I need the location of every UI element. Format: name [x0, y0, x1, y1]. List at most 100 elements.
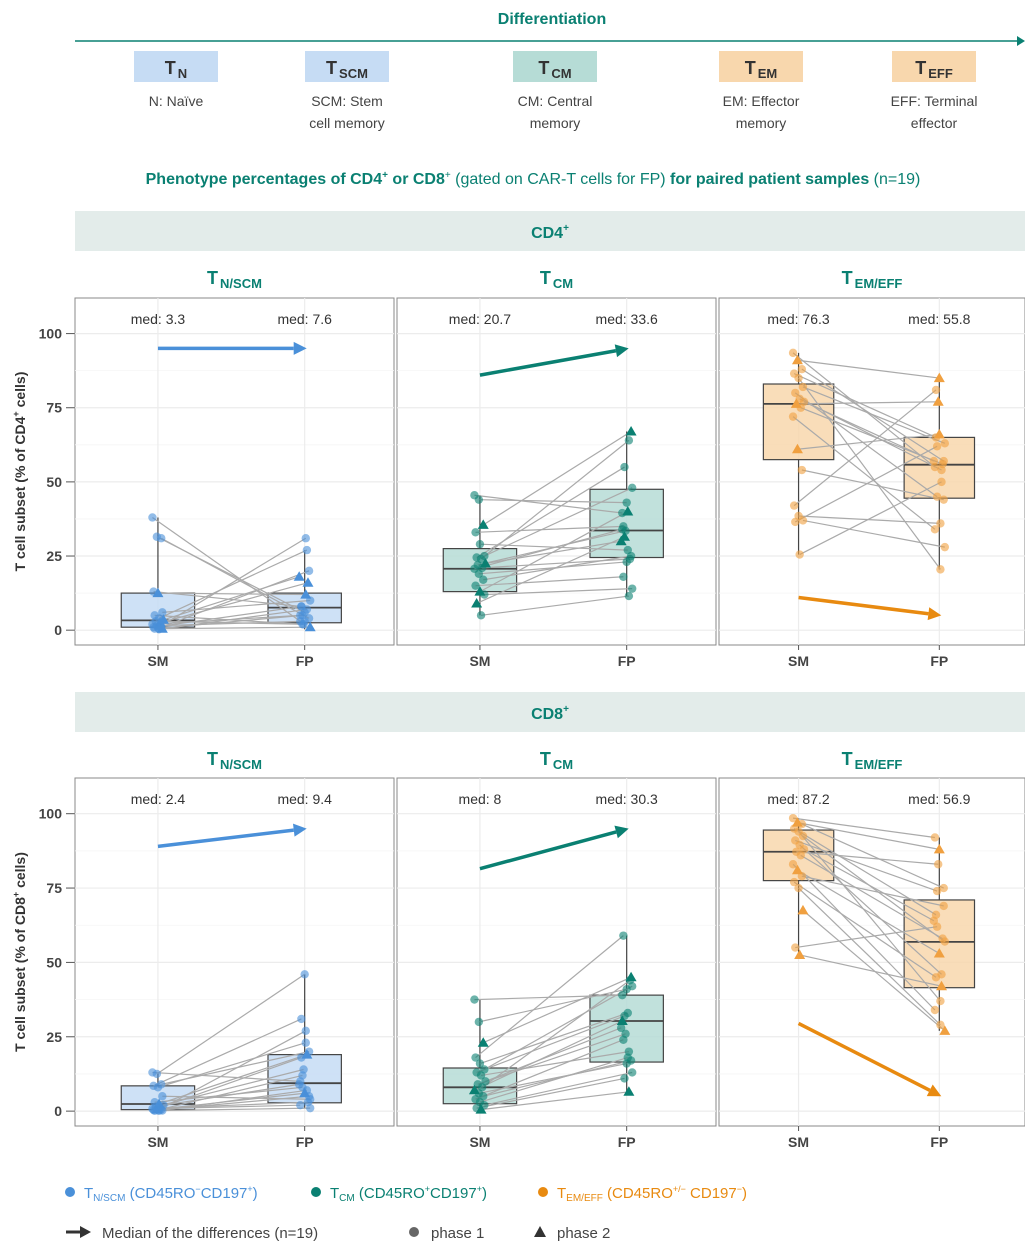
data-point-phase1 [624, 591, 634, 601]
data-point-phase1 [931, 385, 941, 395]
data-point-phase1 [788, 860, 798, 869]
median-difference-arrowhead [927, 607, 942, 621]
legend-phase2-icon [534, 1226, 546, 1237]
legend-marker-em-eff [538, 1187, 548, 1197]
paired-line [797, 433, 940, 450]
paired-line [475, 576, 624, 587]
data-point-phase1 [474, 1017, 484, 1027]
legend-phase1-icon [409, 1227, 419, 1237]
x-tick-label: SM [788, 1134, 809, 1150]
paired-line [162, 1107, 311, 1112]
panel-title-sub: CM [553, 757, 573, 772]
data-point-phase2 [471, 597, 483, 608]
data-point-phase1 [298, 611, 307, 620]
y-axis-label-part: T cell subset (% of CD4 [12, 416, 28, 571]
x-tick-label: FP [618, 1134, 636, 1150]
data-point-phase1 [797, 364, 807, 374]
legend-sub: EM/EFF [566, 1193, 603, 1204]
x-tick-label: SM [469, 653, 490, 669]
data-point-phase1 [936, 996, 945, 1006]
data-point-phase1 [939, 883, 948, 893]
data-point-phase2 [933, 843, 945, 854]
median-label: med: 3.3 [131, 311, 186, 327]
paired-line [801, 823, 944, 889]
paired-line [475, 935, 624, 1059]
stage-symbol-main: T [745, 58, 756, 78]
y-axis-label-part: cells) [12, 852, 28, 892]
data-point-phase1 [471, 581, 480, 590]
panel-title: T EM/EFF [842, 268, 903, 291]
x-tick-label: FP [930, 653, 948, 669]
paired-line [792, 817, 936, 839]
data-point-phase1 [619, 931, 628, 940]
paired-line [163, 1083, 300, 1106]
paired-line [484, 487, 633, 557]
y-axis-label-sup: + [11, 892, 21, 897]
panel-frame [74, 297, 395, 646]
paired-line [482, 976, 632, 1044]
data-point-phase2 [302, 577, 314, 587]
data-point-phase1 [797, 819, 807, 829]
data-point-phase1 [618, 990, 627, 1000]
legend-marker-n-scm [65, 1187, 75, 1197]
data-point-phase1 [798, 831, 808, 841]
stage-box-n [134, 51, 218, 82]
legend-symbol: T [84, 1185, 93, 1202]
paired-line [801, 875, 944, 907]
paired-line [479, 1012, 628, 1065]
subtitle-part-3: (gated on CAR-T cells for FP) [451, 171, 670, 188]
paired-line [478, 561, 627, 575]
panel-title-sub: N/SCM [220, 276, 262, 291]
paired-line [485, 1027, 622, 1082]
panel-title: T EM/EFF [842, 749, 903, 772]
paired-line [802, 909, 946, 1032]
stage-box-scm [305, 51, 389, 82]
data-point-phase1 [931, 973, 941, 982]
data-point-phase2 [477, 519, 489, 529]
data-point-phase1 [937, 477, 946, 487]
paired-line [792, 416, 936, 530]
paired-line [480, 595, 629, 616]
median-label: med: 55.8 [908, 311, 970, 327]
stage-symbol-em: T EM [745, 58, 778, 81]
median-difference-arrowhead [292, 823, 307, 837]
stage-description-line1: N: Naïve [149, 93, 204, 109]
panel-title-main: T [540, 268, 551, 288]
paired-line [153, 605, 302, 628]
chart-1: CD8+T cell subset (% of CD8+ cells)02550… [11, 692, 1025, 1150]
legend-marker-cm [311, 1187, 321, 1197]
paired-line [159, 582, 309, 624]
paired-line [476, 1077, 625, 1109]
subtitle-part-5: (n=19) [869, 171, 920, 188]
paired-line [474, 1020, 623, 1091]
data-point-phase2 [623, 1086, 635, 1096]
y-tick-label: 25 [46, 548, 62, 564]
stage-symbol-main: T [538, 58, 549, 78]
data-point-phase1 [152, 1069, 162, 1079]
paired-line [474, 528, 623, 570]
data-point-phase1 [305, 1103, 315, 1113]
paired-line [157, 1030, 307, 1111]
data-point-phase1 [624, 436, 634, 445]
data-point-phase1 [474, 495, 484, 504]
data-point-phase1 [788, 348, 798, 358]
data-point-phase1 [932, 442, 942, 451]
stage-description-line2: cell memory [309, 115, 384, 131]
paired-line [483, 555, 632, 581]
data-point-phase1 [930, 1005, 940, 1015]
median-difference-arrow [157, 828, 294, 849]
panel-em-eff: T EM/EFF med: 87.2 med: 56.9 SM FP [718, 749, 1025, 1150]
paired-line [480, 1091, 629, 1111]
paired-line [154, 1074, 303, 1112]
paired-line [480, 439, 630, 560]
stage-symbol-sub: N [178, 66, 187, 81]
paired-line [796, 851, 939, 865]
y-tick-label: 0 [54, 622, 62, 638]
paired-line [803, 401, 935, 462]
paired-line [484, 985, 633, 1071]
data-point-phase1 [620, 1074, 629, 1083]
paired-line [796, 401, 939, 405]
stage-description-line2: memory [530, 115, 581, 131]
data-point-phase1 [157, 534, 166, 543]
stage-box-em [719, 51, 803, 82]
